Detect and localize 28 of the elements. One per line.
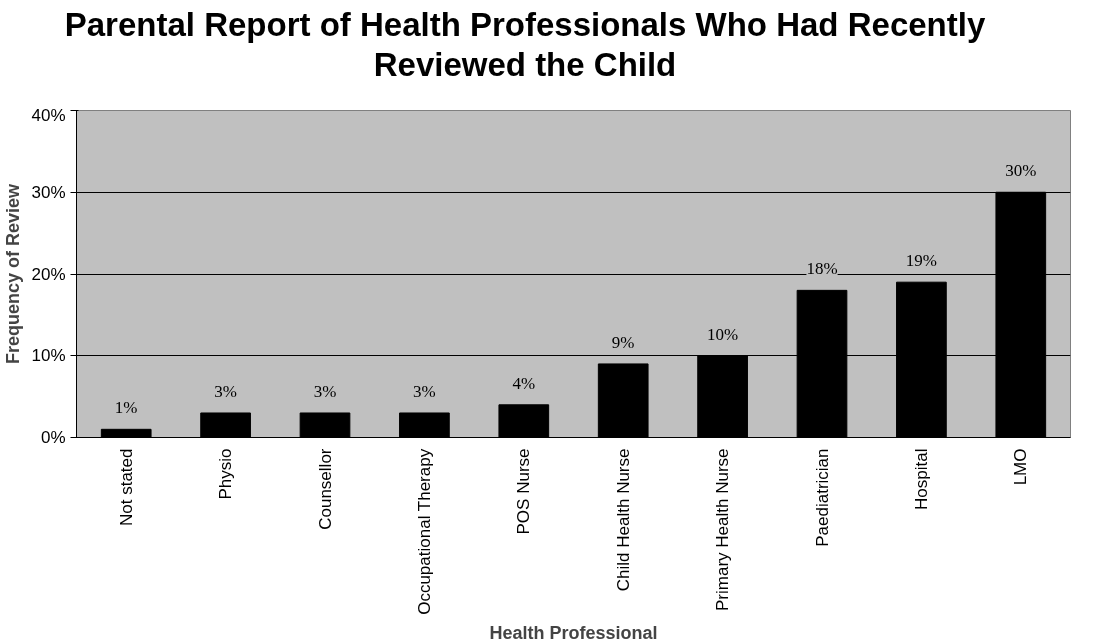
data-label: 10%: [707, 324, 739, 344]
x-tick-label: Not stated: [116, 448, 136, 526]
data-label: 3%: [214, 381, 237, 401]
data-label: 3%: [413, 381, 436, 401]
y-tick-label: 40%: [31, 105, 66, 125]
data-label: 3%: [313, 381, 337, 401]
y-axis-title: Frequency of Review: [3, 182, 24, 365]
y-tick-label: 0%: [40, 428, 66, 447]
x-tick-label: Counsellor: [315, 448, 335, 530]
x-tick-label: Physio: [216, 448, 236, 500]
data-label: 19%: [905, 251, 937, 271]
x-tick-label: Paediatrician: [812, 448, 832, 547]
x-tick-label: POS Nurse: [514, 448, 534, 535]
data-label: 4%: [512, 373, 536, 393]
x-tick-label: LMO: [1011, 448, 1031, 486]
y-tick-label: 30%: [31, 182, 66, 202]
x-tick-label: Child Health Nurse: [613, 448, 633, 592]
y-tick-label: 20%: [31, 264, 66, 284]
y-tick-label: 10%: [31, 346, 66, 366]
x-tick-label: Occupational Therapy: [414, 448, 434, 615]
data-label: 30%: [1005, 161, 1037, 181]
data-label: 18%: [806, 259, 838, 279]
data-label: 9%: [611, 332, 635, 352]
x-tick-label: Primary Health Nurse: [713, 448, 733, 611]
x-tick-label: Hospital: [911, 448, 931, 510]
x-axis-title: Health Professional: [489, 622, 658, 642]
data-label: 1%: [114, 398, 138, 418]
chart-title: Parental Report of Health Professionals Who Had Recently Reviewed the Child: [63, 5, 987, 85]
